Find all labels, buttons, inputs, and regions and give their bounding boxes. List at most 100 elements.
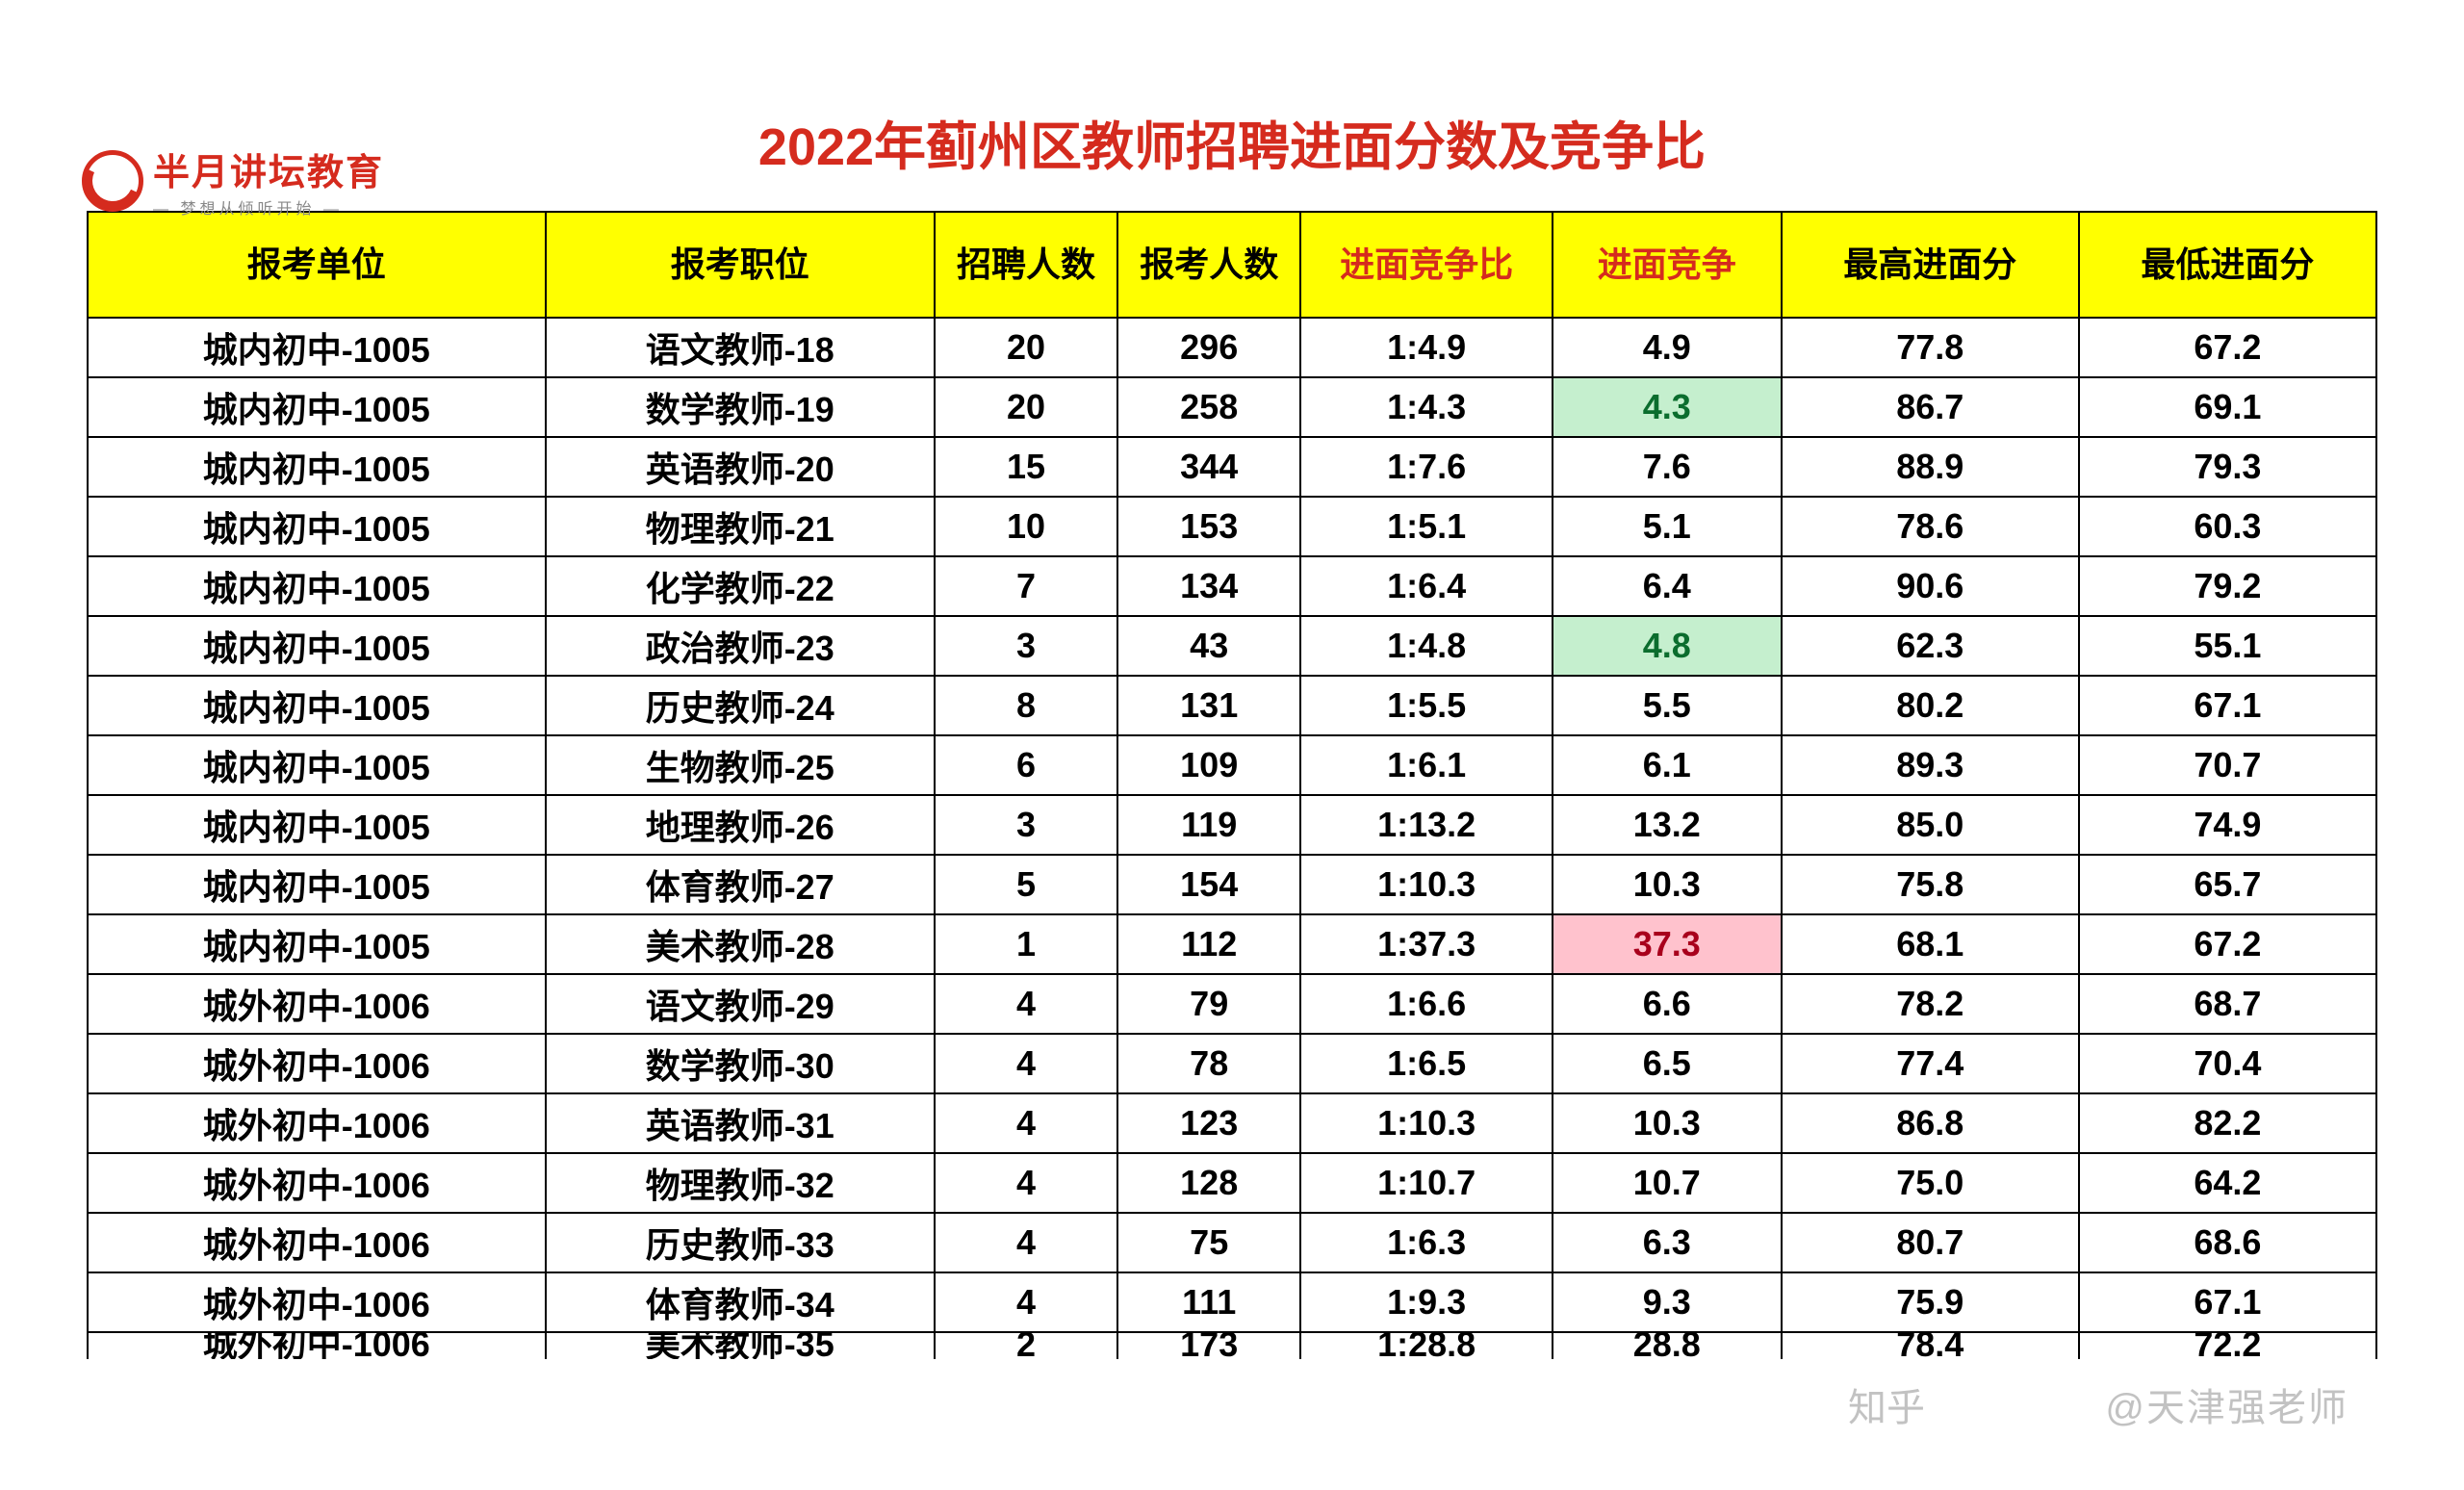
table-cell: 6.4 xyxy=(1553,556,1782,616)
table-cell: 123 xyxy=(1117,1093,1300,1153)
table-cell: 296 xyxy=(1117,318,1300,377)
table-cell: 20 xyxy=(935,377,1117,437)
table-cell: 62.3 xyxy=(1782,616,2079,676)
table-cell: 15 xyxy=(935,437,1117,497)
table-cell: 6.6 xyxy=(1553,974,1782,1034)
table-cell: 化学教师-22 xyxy=(546,556,935,616)
table-cell: 70.4 xyxy=(2079,1034,2376,1093)
table-cell: 86.7 xyxy=(1782,377,2079,437)
table-cell: 10 xyxy=(935,497,1117,556)
table-row: 城内初中-1005美术教师-2811121:37.337.368.167.2 xyxy=(88,914,2376,974)
table-cell: 4 xyxy=(935,1213,1117,1272)
table-cell: 74.9 xyxy=(2079,795,2376,855)
table-cell: 城内初中-1005 xyxy=(88,437,546,497)
brand-logo: 半月讲坛教育 — 梦想从倾听开始 — xyxy=(82,142,384,218)
data-table-container: 报考单位报考职位招聘人数报考人数进面竞争比进面竞争最高进面分最低进面分 城内初中… xyxy=(87,211,2377,1359)
table-cell: 86.8 xyxy=(1782,1093,2079,1153)
table-header-row: 报考单位报考职位招聘人数报考人数进面竞争比进面竞争最高进面分最低进面分 xyxy=(88,212,2376,318)
table-cell: 67.2 xyxy=(2079,914,2376,974)
table-cell: 美术教师-35 xyxy=(546,1332,935,1359)
table-cell: 1:6.5 xyxy=(1300,1034,1553,1093)
table-cell: 城内初中-1005 xyxy=(88,676,546,735)
table-cell: 英语教师-31 xyxy=(546,1093,935,1153)
table-row: 城内初中-1005英语教师-20153441:7.67.688.979.3 xyxy=(88,437,2376,497)
table-cell: 13.2 xyxy=(1553,795,1782,855)
table-cell: 1:6.6 xyxy=(1300,974,1553,1034)
table-cell: 4.9 xyxy=(1553,318,1782,377)
table-cell: 城内初中-1005 xyxy=(88,914,546,974)
table-cell: 英语教师-20 xyxy=(546,437,935,497)
table-cell: 79.3 xyxy=(2079,437,2376,497)
column-header: 进面竞争比 xyxy=(1300,212,1553,318)
table-row: 城内初中-1005物理教师-21101531:5.15.178.660.3 xyxy=(88,497,2376,556)
table-cell: 4 xyxy=(935,1153,1117,1213)
table-cell: 112 xyxy=(1117,914,1300,974)
table-cell: 75.9 xyxy=(1782,1272,2079,1332)
table-cell: 85.0 xyxy=(1782,795,2079,855)
table-cell: 地理教师-26 xyxy=(546,795,935,855)
table-cell: 60.3 xyxy=(2079,497,2376,556)
table-cell: 城外初中-1006 xyxy=(88,1213,546,1272)
table-cell: 1:7.6 xyxy=(1300,437,1553,497)
table-cell: 28.8 xyxy=(1553,1332,1782,1359)
table-cell: 4.8 xyxy=(1553,616,1782,676)
column-header: 报考职位 xyxy=(546,212,935,318)
table-cell: 5.1 xyxy=(1553,497,1782,556)
table-row: 城外初中-1006历史教师-334751:6.36.380.768.6 xyxy=(88,1213,2376,1272)
table-cell: 37.3 xyxy=(1553,914,1782,974)
table-cell: 5 xyxy=(935,855,1117,914)
table-cell: 80.7 xyxy=(1782,1213,2079,1272)
table-cell: 119 xyxy=(1117,795,1300,855)
brand-name: 半月讲坛教育 xyxy=(153,142,384,195)
table-cell: 城内初中-1005 xyxy=(88,795,546,855)
table-cell: 6.1 xyxy=(1553,735,1782,795)
table-cell: 153 xyxy=(1117,497,1300,556)
table-cell: 历史教师-24 xyxy=(546,676,935,735)
table-cell: 城内初中-1005 xyxy=(88,616,546,676)
table-cell: 城内初中-1005 xyxy=(88,377,546,437)
table-cell: 68.1 xyxy=(1782,914,2079,974)
table-cell: 10.3 xyxy=(1553,855,1782,914)
table-cell: 173 xyxy=(1117,1332,1300,1359)
table-cell: 语文教师-29 xyxy=(546,974,935,1034)
table-row: 城外初中-1006语文教师-294791:6.66.678.268.7 xyxy=(88,974,2376,1034)
table-cell: 1:4.9 xyxy=(1300,318,1553,377)
table-cell: 城内初中-1005 xyxy=(88,855,546,914)
table-cell: 78.4 xyxy=(1782,1332,2079,1359)
table-cell: 4.3 xyxy=(1553,377,1782,437)
table-cell: 65.7 xyxy=(2079,855,2376,914)
table-cell: 城外初中-1006 xyxy=(88,1153,546,1213)
table-cell: 体育教师-34 xyxy=(546,1272,935,1332)
brand-slogan: — 梦想从倾听开始 — xyxy=(153,195,384,218)
table-cell: 131 xyxy=(1117,676,1300,735)
table-cell: 9.3 xyxy=(1553,1272,1782,1332)
table-cell: 1:10.3 xyxy=(1300,855,1553,914)
column-header: 招聘人数 xyxy=(935,212,1117,318)
table-cell: 77.8 xyxy=(1782,318,2079,377)
table-cell: 68.6 xyxy=(2079,1213,2376,1272)
table-cell: 111 xyxy=(1117,1272,1300,1332)
table-cell: 78 xyxy=(1117,1034,1300,1093)
table-cell: 体育教师-27 xyxy=(546,855,935,914)
table-cell: 城内初中-1005 xyxy=(88,318,546,377)
table-cell: 8 xyxy=(935,676,1117,735)
table-cell: 80.2 xyxy=(1782,676,2079,735)
table-cell: 城内初中-1005 xyxy=(88,556,546,616)
table-cell: 5.5 xyxy=(1553,676,1782,735)
table-row: 城内初中-1005历史教师-2481311:5.55.580.267.1 xyxy=(88,676,2376,735)
table-cell: 67.1 xyxy=(2079,676,2376,735)
table-cell: 258 xyxy=(1117,377,1300,437)
table-cell: 2 xyxy=(935,1332,1117,1359)
watermark-text: @天津强老师 xyxy=(2105,1376,2348,1432)
table-cell: 语文教师-18 xyxy=(546,318,935,377)
table-cell: 城内初中-1005 xyxy=(88,735,546,795)
logo-text-block: 半月讲坛教育 — 梦想从倾听开始 — xyxy=(153,142,384,218)
table-cell: 3 xyxy=(935,616,1117,676)
table-cell: 1:10.7 xyxy=(1300,1153,1553,1213)
table-cell: 政治教师-23 xyxy=(546,616,935,676)
table-cell: 数学教师-30 xyxy=(546,1034,935,1093)
table-cell: 1:4.8 xyxy=(1300,616,1553,676)
table-cell: 4 xyxy=(935,1034,1117,1093)
table-cell: 美术教师-28 xyxy=(546,914,935,974)
table-cell: 55.1 xyxy=(2079,616,2376,676)
